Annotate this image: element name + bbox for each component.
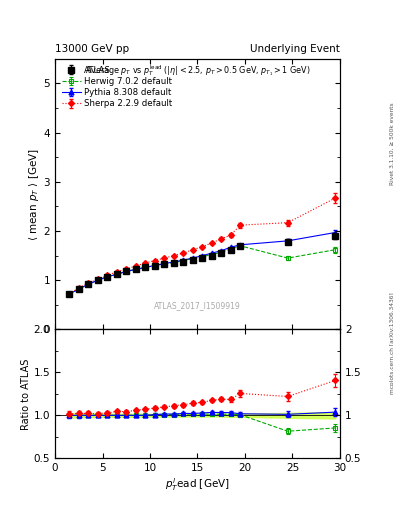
Text: mcplots.cern.ch [arXiv:1306.3436]: mcplots.cern.ch [arXiv:1306.3436] [390, 292, 393, 394]
X-axis label: $p_T^l$ead [GeV]: $p_T^l$ead [GeV] [165, 476, 230, 493]
Text: ATLAS_2017_I1509919: ATLAS_2017_I1509919 [154, 302, 241, 310]
Text: Average $p_T$ vs $p_T^{\rm lead}$ ($|\eta| < 2.5$, $p_T > 0.5$ GeV, $p_{T_1} > 1: Average $p_T$ vs $p_T^{\rm lead}$ ($|\et… [85, 63, 310, 78]
Legend: ATLAS, Herwig 7.0.2 default, Pythia 8.308 default, Sherpa 2.2.9 default: ATLAS, Herwig 7.0.2 default, Pythia 8.30… [59, 63, 175, 111]
Y-axis label: Ratio to ATLAS: Ratio to ATLAS [21, 358, 31, 430]
Text: 13000 GeV pp: 13000 GeV pp [55, 44, 129, 54]
Text: Rivet 3.1.10, ≥ 500k events: Rivet 3.1.10, ≥ 500k events [390, 102, 393, 185]
Text: Underlying Event: Underlying Event [250, 44, 340, 54]
Y-axis label: $\langle$ mean $p_T$ $\rangle$ [GeV]: $\langle$ mean $p_T$ $\rangle$ [GeV] [27, 148, 41, 241]
